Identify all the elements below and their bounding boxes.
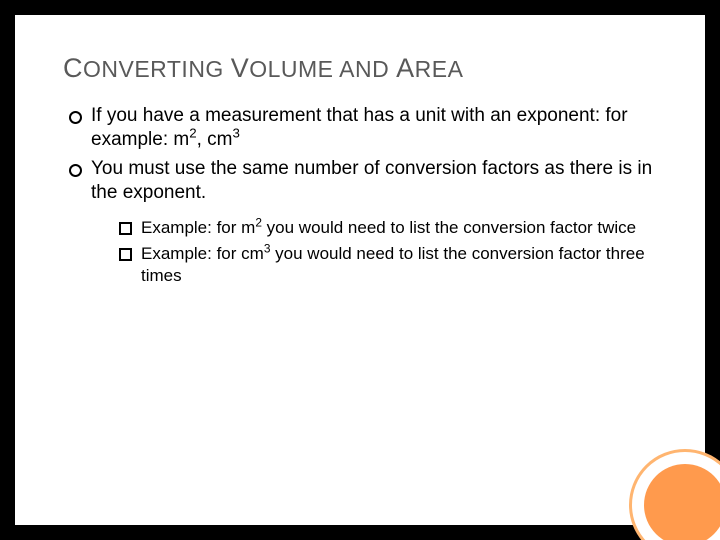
title-cap-4: A	[396, 53, 415, 83]
bullet-2: You must use the same number of conversi…	[69, 157, 657, 288]
bullet-1-text-a: If you have a measurement that has a uni…	[91, 105, 628, 150]
bullet-1-text-b: , cm	[197, 129, 233, 150]
sub-1-text-b: you would need to list the conversion fa…	[262, 218, 636, 237]
slide: CONVERTING VOLUME AND AREA If you have a…	[15, 15, 705, 525]
bullet-1-sup-1: 2	[189, 126, 196, 141]
title-cap-1: C	[63, 53, 83, 83]
title-cap-2: V	[231, 53, 250, 83]
slide-title: CONVERTING VOLUME AND AREA	[63, 53, 657, 84]
ring-inner	[644, 464, 720, 540]
title-rest-4: REA	[415, 56, 464, 82]
sub-bullet-list: Example: for m2 you would need to list t…	[91, 217, 657, 287]
sub-2-text-a: Example: for cm	[141, 244, 264, 263]
title-rest-2: OLUME	[249, 56, 339, 82]
bullet-1-sup-2: 3	[233, 126, 240, 141]
bullet-2-text: You must use the same number of conversi…	[91, 158, 652, 203]
bullet-1: If you have a measurement that has a uni…	[69, 104, 657, 153]
bullet-list: If you have a measurement that has a uni…	[63, 104, 657, 288]
sub-bullet-2: Example: for cm3 you would need to list …	[119, 243, 657, 287]
sub-1-text-a: Example: for m	[141, 218, 255, 237]
title-rest-3: AND	[339, 56, 396, 82]
corner-decoration	[629, 449, 720, 540]
sub-bullet-1: Example: for m2 you would need to list t…	[119, 217, 657, 239]
sub-1-sup: 2	[255, 216, 262, 230]
title-rest-1: ONVERTING	[83, 56, 231, 82]
